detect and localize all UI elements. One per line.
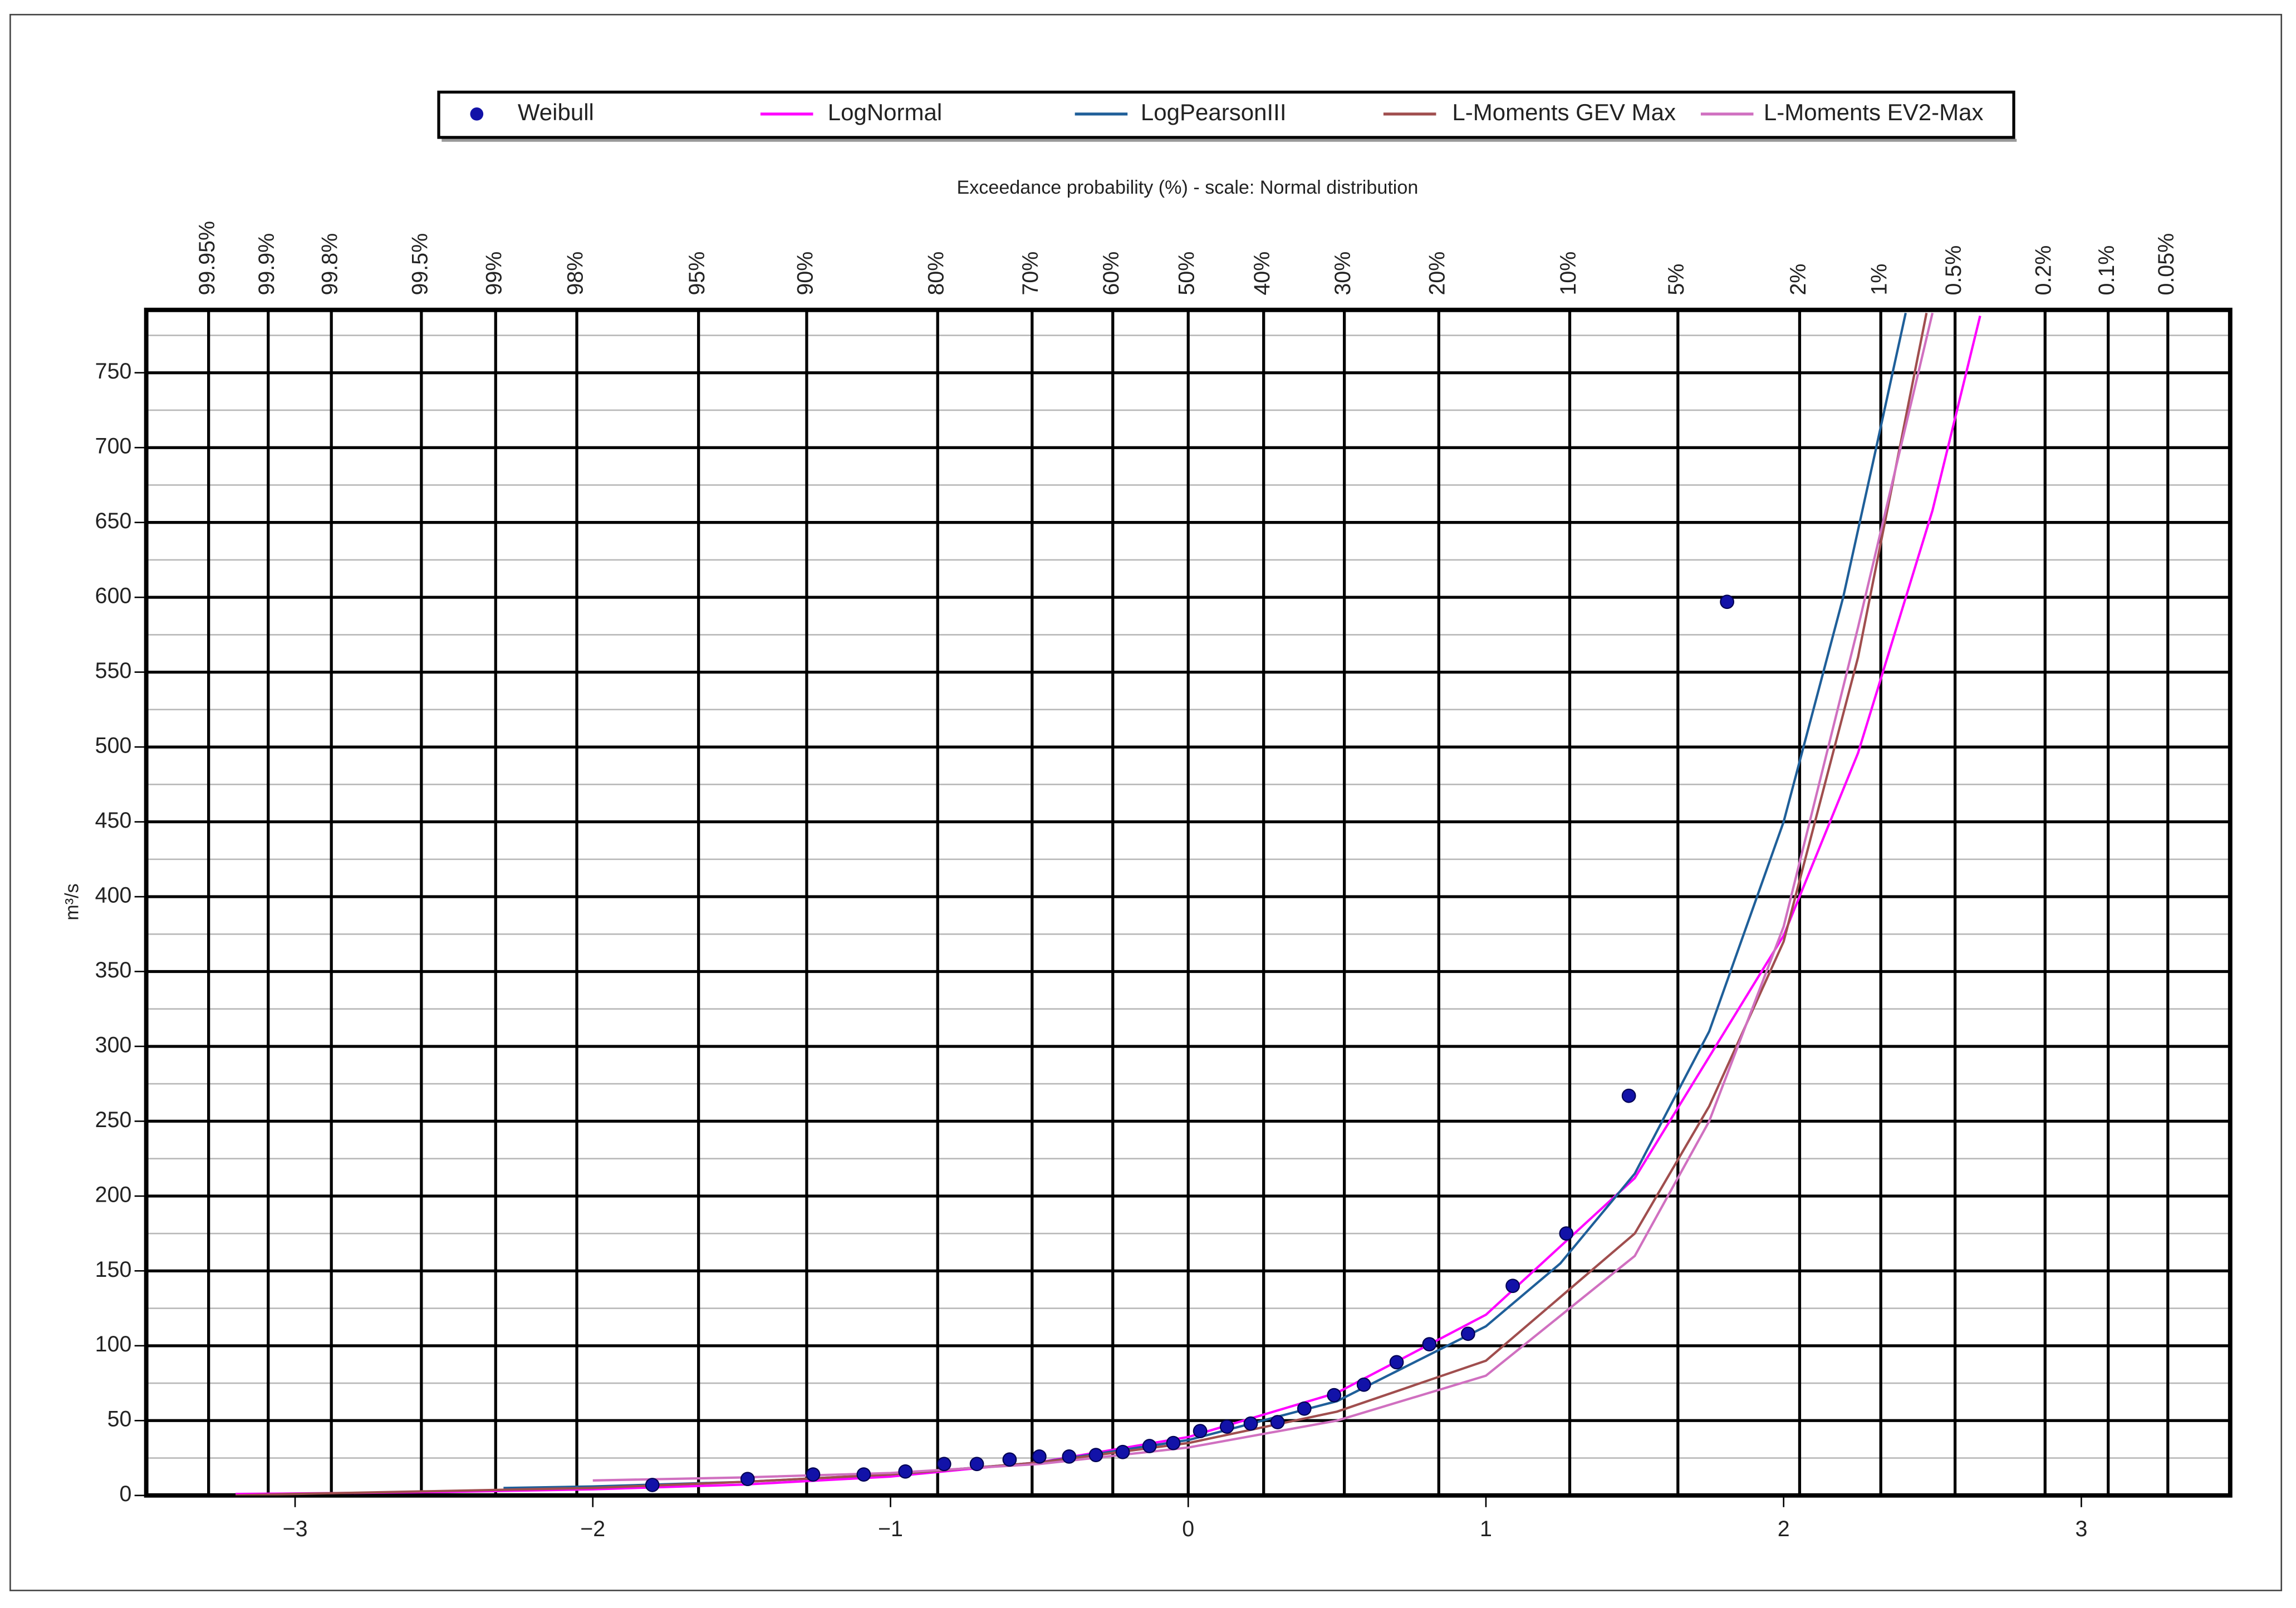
data-point: [1219, 1419, 1234, 1434]
x-tick-label: −1: [878, 1517, 903, 1541]
x2-tick-label: 10%: [1556, 252, 1581, 296]
y-tick-label: 300: [95, 1032, 132, 1057]
y-tick-label: 500: [95, 733, 132, 758]
x2-tick-label: 5%: [1664, 264, 1689, 296]
x2-tick-label: 90%: [793, 252, 817, 296]
x-tick-label: 1: [1480, 1517, 1492, 1541]
y-tick-label: 250: [95, 1108, 132, 1132]
data-point: [1559, 1226, 1574, 1241]
x2-tick-label: 98%: [563, 252, 587, 296]
x2-tick-label: 0.05%: [2154, 233, 2179, 296]
data-point: [1297, 1401, 1312, 1416]
legend-label: Weibull: [518, 99, 594, 125]
data-point: [1032, 1449, 1047, 1464]
series-line: [236, 312, 1928, 1496]
y-tick-label: 550: [95, 658, 132, 683]
y-tick-label: 150: [95, 1257, 132, 1282]
legend-label: L-Moments EV2-Max: [1764, 99, 1984, 125]
data-point: [1166, 1435, 1181, 1450]
data-point: [1720, 594, 1734, 609]
x2-axis-title: Exceedance probability (%) - scale: Norm…: [956, 177, 1418, 198]
x2-tick-label: 20%: [1425, 252, 1450, 296]
x-tick-label: 0: [1182, 1517, 1194, 1541]
data-point: [1389, 1355, 1404, 1370]
data-point: [1062, 1449, 1077, 1464]
x2-tick-label: 99.95%: [195, 221, 219, 296]
data-point: [969, 1457, 984, 1472]
data-point: [1270, 1415, 1285, 1429]
data-point: [1621, 1088, 1636, 1103]
y-tick-label: 100: [95, 1332, 132, 1356]
frame: [9, 13, 2283, 1591]
data-point: [1142, 1439, 1157, 1453]
y-tick-label: 750: [95, 359, 132, 383]
x-tick-label: −2: [580, 1517, 605, 1541]
data-point: [1505, 1278, 1520, 1294]
y-axis-title: m³/s: [61, 883, 82, 920]
y-tick-label: 650: [95, 509, 132, 533]
data-point: [1115, 1444, 1130, 1459]
y-tick-label: 400: [95, 883, 132, 907]
data-point: [645, 1478, 660, 1492]
x2-tick-label: 80%: [924, 252, 949, 296]
x2-tick-label: 99%: [482, 252, 507, 296]
x-tick-label: −3: [283, 1517, 308, 1541]
plot-border: [144, 307, 2233, 1498]
data-point: [898, 1464, 913, 1479]
data-point: [806, 1467, 821, 1482]
data-point: [1002, 1452, 1017, 1467]
x2-tick-label: 2%: [1786, 264, 1811, 296]
x2-tick-label: 99.8%: [318, 233, 342, 296]
y-tick-label: 50: [107, 1407, 132, 1432]
x2-tick-label: 99.5%: [408, 233, 432, 296]
legend-marker: [470, 107, 484, 121]
data-point: [1193, 1424, 1208, 1438]
x2-tick-label: 50%: [1175, 252, 1199, 296]
data-point: [740, 1472, 755, 1487]
data-point: [936, 1457, 951, 1472]
data-point: [1461, 1326, 1475, 1341]
y-tick-label: 450: [95, 808, 132, 833]
data-point: [1088, 1448, 1103, 1463]
x2-tick-label: 70%: [1018, 252, 1043, 296]
x2-tick-label: 30%: [1331, 252, 1355, 296]
x2-tick-label: 99.9%: [254, 233, 279, 296]
legend-label: LogPearsonIII: [1141, 99, 1287, 125]
y-tick-label: 700: [95, 434, 132, 459]
x2-tick-label: 1%: [1867, 264, 1892, 296]
data-point: [1327, 1388, 1342, 1403]
y-tick-label: 600: [95, 584, 132, 608]
data-point: [1422, 1337, 1437, 1352]
x-tick-label: 3: [2075, 1517, 2087, 1541]
x-tick-label: 2: [1778, 1517, 1790, 1541]
data-point: [1356, 1377, 1371, 1392]
data-point: [856, 1467, 871, 1482]
y-tick-label: 0: [119, 1482, 131, 1506]
legend-label: L-Moments GEV Max: [1452, 99, 1676, 125]
legend-label: LogNormal: [828, 99, 943, 125]
x2-tick-label: 60%: [1099, 252, 1124, 296]
x2-tick-label: 0.1%: [2094, 245, 2119, 296]
x2-tick-label: 95%: [685, 252, 709, 296]
y-tick-label: 200: [95, 1182, 132, 1207]
data-point: [1243, 1416, 1258, 1431]
x2-tick-label: 40%: [1250, 252, 1274, 296]
x2-tick-label: 0.5%: [1941, 245, 1966, 296]
y-tick-label: 350: [95, 958, 132, 982]
x2-tick-label: 0.2%: [2032, 245, 2056, 296]
